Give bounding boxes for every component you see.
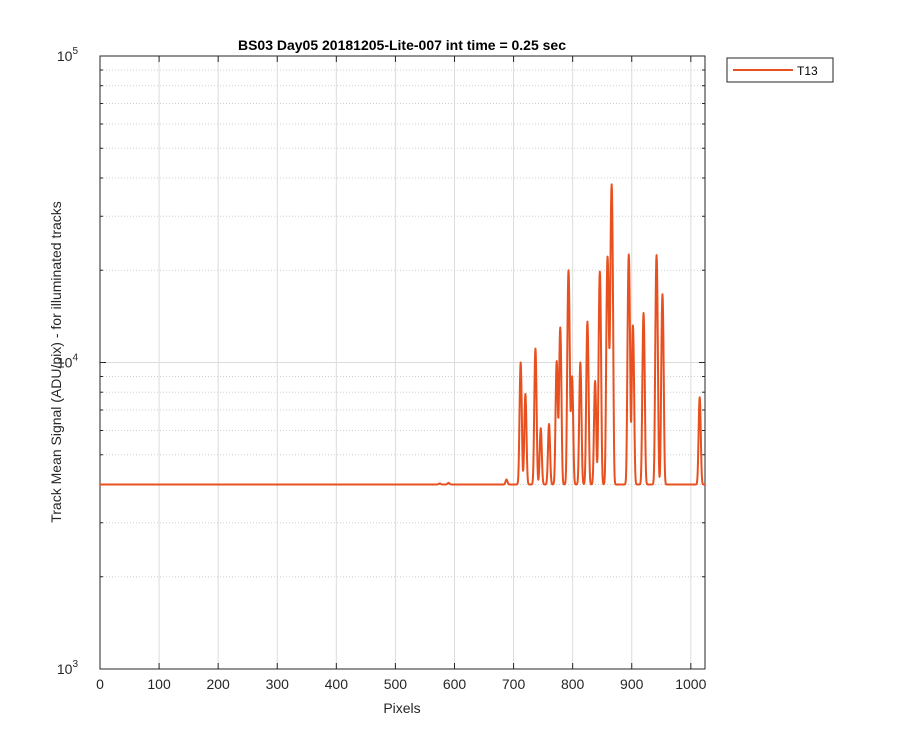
x-tick-label: 0 xyxy=(96,676,104,692)
x-tick-label: 1000 xyxy=(675,676,706,692)
y-tick-label: 105 xyxy=(57,46,79,64)
x-axis-label: Pixels xyxy=(383,700,420,716)
grid xyxy=(100,56,705,669)
x-tick-label: 500 xyxy=(384,676,408,692)
x-tick-label: 700 xyxy=(502,676,526,692)
legend-label-t13: T13 xyxy=(797,64,818,78)
x-tick-label: 100 xyxy=(147,676,171,692)
x-tick-label: 800 xyxy=(561,676,585,692)
x-tick-label: 400 xyxy=(325,676,349,692)
x-tick-label: 200 xyxy=(206,676,230,692)
axis-ticks: 0 100 200 300 400 500 600 700 800 900 1000 103 104 10… xyxy=(57,46,707,692)
x-tick-label: 900 xyxy=(620,676,644,692)
x-tick-label: 300 xyxy=(266,676,290,692)
series-line-t13 xyxy=(99,183,706,486)
x-tick-label: 600 xyxy=(443,676,467,692)
series-layer xyxy=(99,183,706,486)
legend[interactable]: T13 xyxy=(726,57,834,83)
chart-title: BS03 Day05 20181205-Lite-007 int time = … xyxy=(238,37,566,53)
y-tick-label: 104 xyxy=(57,353,79,371)
y-tick-label: 103 xyxy=(57,659,79,677)
y-axis-label: Track Mean Signal (ADU/pix) - for illumi… xyxy=(48,201,64,523)
